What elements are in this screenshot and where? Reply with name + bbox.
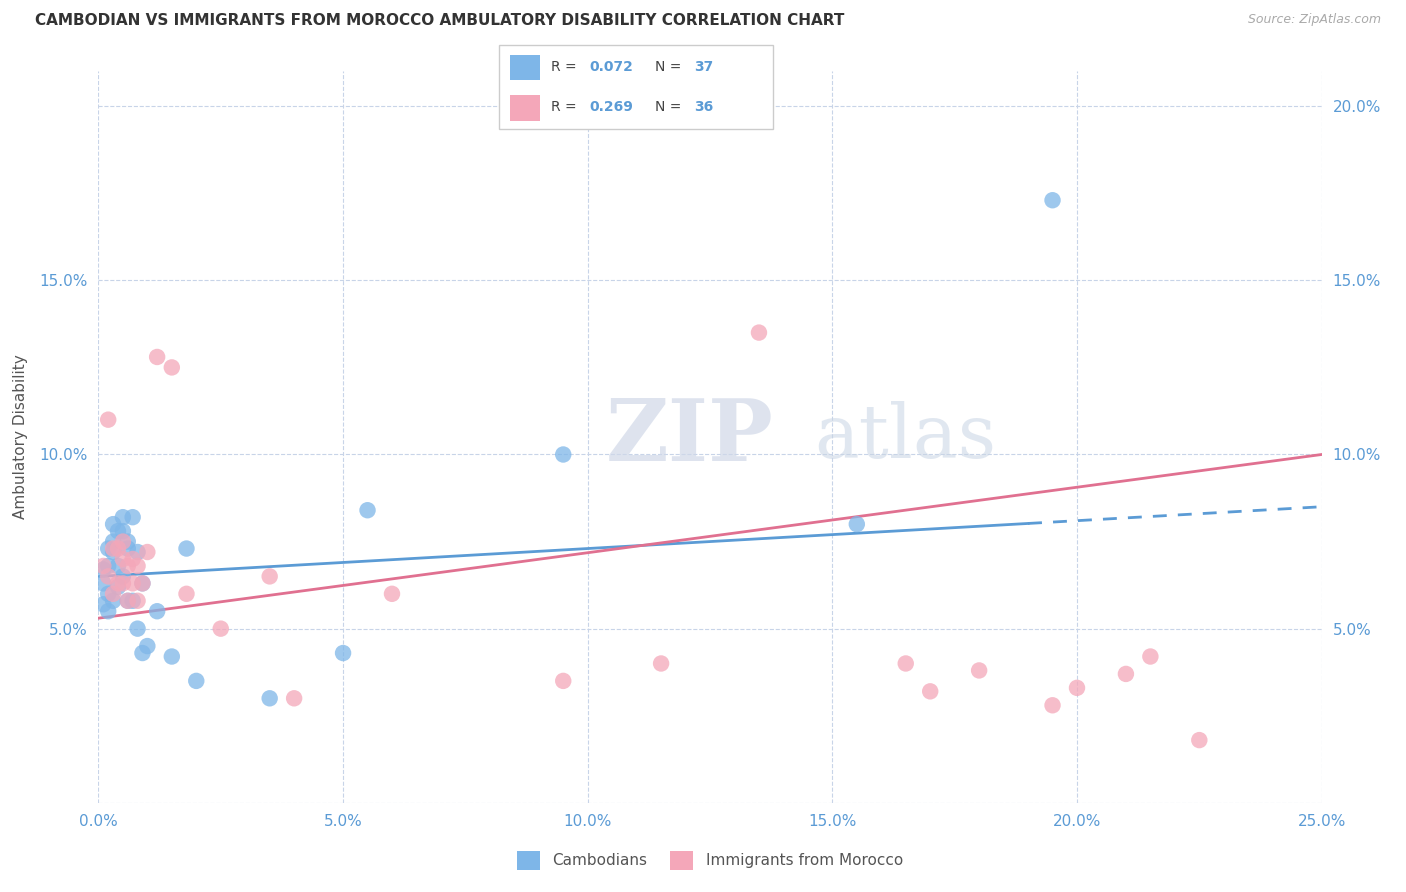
Point bbox=[107, 524, 129, 538]
Text: 37: 37 bbox=[693, 60, 713, 74]
Point bbox=[107, 541, 129, 556]
Text: ZIP: ZIP bbox=[606, 395, 773, 479]
Point bbox=[1042, 193, 1064, 207]
Point bbox=[117, 558, 139, 573]
Text: 0.269: 0.269 bbox=[589, 100, 634, 114]
Point bbox=[332, 646, 354, 660]
Point bbox=[127, 622, 149, 636]
Point bbox=[748, 326, 770, 340]
Text: Source: ZipAtlas.com: Source: ZipAtlas.com bbox=[1247, 13, 1381, 27]
Point bbox=[111, 510, 134, 524]
Point bbox=[1188, 733, 1211, 747]
Point bbox=[101, 594, 124, 608]
Point bbox=[146, 604, 169, 618]
Point bbox=[121, 576, 143, 591]
Point bbox=[111, 524, 134, 538]
Point bbox=[91, 576, 114, 591]
FancyBboxPatch shape bbox=[510, 95, 540, 120]
Point bbox=[553, 448, 575, 462]
Text: 36: 36 bbox=[693, 100, 713, 114]
Point bbox=[845, 517, 868, 532]
Point bbox=[97, 558, 120, 573]
Point bbox=[97, 541, 120, 556]
Point bbox=[117, 541, 139, 556]
Point bbox=[97, 412, 120, 426]
FancyBboxPatch shape bbox=[510, 54, 540, 80]
Text: atlas: atlas bbox=[814, 401, 995, 474]
Point bbox=[101, 587, 124, 601]
Point bbox=[101, 534, 124, 549]
Point bbox=[259, 569, 281, 583]
Point bbox=[967, 664, 990, 678]
Point bbox=[160, 649, 183, 664]
Point bbox=[111, 569, 134, 583]
Point bbox=[136, 545, 159, 559]
Point bbox=[117, 594, 139, 608]
Point bbox=[894, 657, 917, 671]
Point bbox=[920, 684, 942, 698]
Point bbox=[283, 691, 305, 706]
Point bbox=[127, 594, 149, 608]
Point bbox=[160, 360, 183, 375]
Point bbox=[650, 657, 672, 671]
Point bbox=[259, 691, 281, 706]
Point bbox=[121, 594, 143, 608]
Point bbox=[131, 576, 153, 591]
Point bbox=[121, 510, 143, 524]
FancyBboxPatch shape bbox=[499, 45, 773, 129]
Point bbox=[97, 569, 120, 583]
Text: 0.072: 0.072 bbox=[589, 60, 634, 74]
Point bbox=[91, 597, 114, 611]
Point bbox=[381, 587, 404, 601]
Point bbox=[107, 580, 129, 594]
Point bbox=[97, 604, 120, 618]
Point bbox=[107, 558, 129, 573]
Point bbox=[101, 545, 124, 559]
Point bbox=[127, 558, 149, 573]
Point bbox=[107, 576, 129, 591]
Point bbox=[131, 576, 153, 591]
Point bbox=[146, 350, 169, 364]
Point bbox=[91, 558, 114, 573]
Point bbox=[1042, 698, 1064, 713]
Point bbox=[101, 517, 124, 532]
Point bbox=[101, 541, 124, 556]
Point bbox=[111, 552, 134, 566]
Point bbox=[1139, 649, 1161, 664]
Point bbox=[553, 673, 575, 688]
Point bbox=[111, 534, 134, 549]
Text: CAMBODIAN VS IMMIGRANTS FROM MOROCCO AMBULATORY DISABILITY CORRELATION CHART: CAMBODIAN VS IMMIGRANTS FROM MOROCCO AMB… bbox=[35, 13, 845, 29]
Text: N =: N = bbox=[655, 100, 686, 114]
Point bbox=[131, 646, 153, 660]
Point bbox=[176, 587, 198, 601]
Y-axis label: Ambulatory Disability: Ambulatory Disability bbox=[13, 355, 28, 519]
Point bbox=[176, 541, 198, 556]
Legend: Cambodians, Immigrants from Morocco: Cambodians, Immigrants from Morocco bbox=[512, 845, 908, 876]
Point bbox=[186, 673, 208, 688]
Text: R =: R = bbox=[551, 60, 581, 74]
Point bbox=[209, 622, 232, 636]
Point bbox=[1115, 667, 1137, 681]
Point bbox=[121, 552, 143, 566]
Point bbox=[111, 576, 134, 591]
Point bbox=[127, 545, 149, 559]
Text: R =: R = bbox=[551, 100, 581, 114]
Point bbox=[136, 639, 159, 653]
Point bbox=[91, 562, 114, 576]
Text: N =: N = bbox=[655, 60, 686, 74]
Point bbox=[97, 587, 120, 601]
Point bbox=[1066, 681, 1088, 695]
Point bbox=[356, 503, 378, 517]
Point bbox=[117, 594, 139, 608]
Point bbox=[117, 534, 139, 549]
